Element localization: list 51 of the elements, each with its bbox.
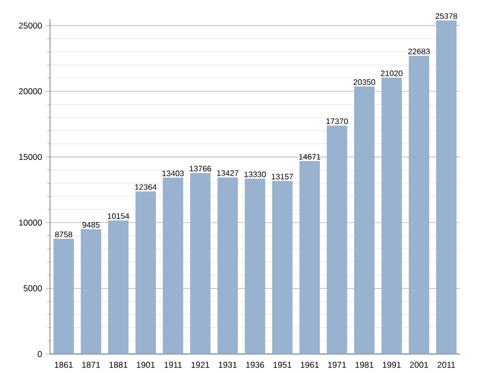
bar bbox=[272, 181, 292, 354]
data-label: 10154 bbox=[108, 213, 130, 219]
x-tick-label: 1861 bbox=[54, 362, 73, 368]
data-label: 22683 bbox=[408, 48, 430, 54]
y-tick-label: 25000 bbox=[18, 22, 42, 29]
data-label: 13403 bbox=[162, 170, 184, 176]
bar bbox=[190, 173, 210, 354]
x-tick-label: 2011 bbox=[438, 362, 456, 368]
x-tick-label: 2001 bbox=[410, 362, 428, 368]
bar bbox=[108, 220, 128, 354]
x-tick-label: 1951 bbox=[274, 362, 292, 368]
bar bbox=[244, 178, 266, 354]
y-tick-label: 20000 bbox=[18, 88, 42, 94]
bar bbox=[136, 191, 156, 354]
data-label: 12364 bbox=[135, 184, 157, 190]
bar bbox=[354, 86, 374, 354]
bar bbox=[382, 78, 402, 354]
data-label: 25378 bbox=[436, 13, 458, 19]
data-label: 13427 bbox=[217, 170, 238, 176]
bar bbox=[436, 20, 456, 354]
data-label: 17370 bbox=[326, 118, 348, 124]
x-tick-label: 1871 bbox=[82, 362, 100, 368]
data-label: 21020 bbox=[380, 70, 402, 76]
x-tick-label: 1921 bbox=[192, 362, 210, 368]
x-tick-label: 1931 bbox=[218, 362, 237, 368]
bar bbox=[408, 56, 430, 354]
bar bbox=[218, 177, 238, 354]
data-label: 9485 bbox=[82, 222, 100, 228]
bar bbox=[54, 238, 74, 354]
x-tick-label: 1881 bbox=[110, 362, 128, 368]
data-label: 8758 bbox=[55, 232, 72, 238]
x-tick-label: 1981 bbox=[356, 362, 374, 368]
x-tick-label: 1936 bbox=[246, 362, 264, 368]
data-label: 13330 bbox=[244, 172, 266, 178]
y-tick-label: 10000 bbox=[19, 220, 42, 226]
x-tick-label: 1911 bbox=[164, 362, 182, 368]
x-tick-label: 1961 bbox=[300, 362, 319, 368]
data-label: 14671 bbox=[299, 154, 320, 160]
bar bbox=[300, 161, 320, 354]
x-tick-label: 1901 bbox=[136, 362, 155, 368]
bar bbox=[326, 126, 348, 354]
y-tick-label: 0 bbox=[38, 351, 42, 358]
data-label: 20350 bbox=[354, 79, 376, 85]
y-tick-label: 15000 bbox=[19, 154, 42, 160]
data-label: 13157 bbox=[272, 174, 294, 180]
x-tick-label: 1991 bbox=[382, 362, 401, 368]
y-tick-label: 5000 bbox=[24, 285, 42, 292]
data-label: 13766 bbox=[190, 166, 212, 172]
bar bbox=[80, 229, 102, 354]
bar bbox=[162, 178, 184, 354]
x-tick-label: 1971 bbox=[328, 362, 346, 368]
